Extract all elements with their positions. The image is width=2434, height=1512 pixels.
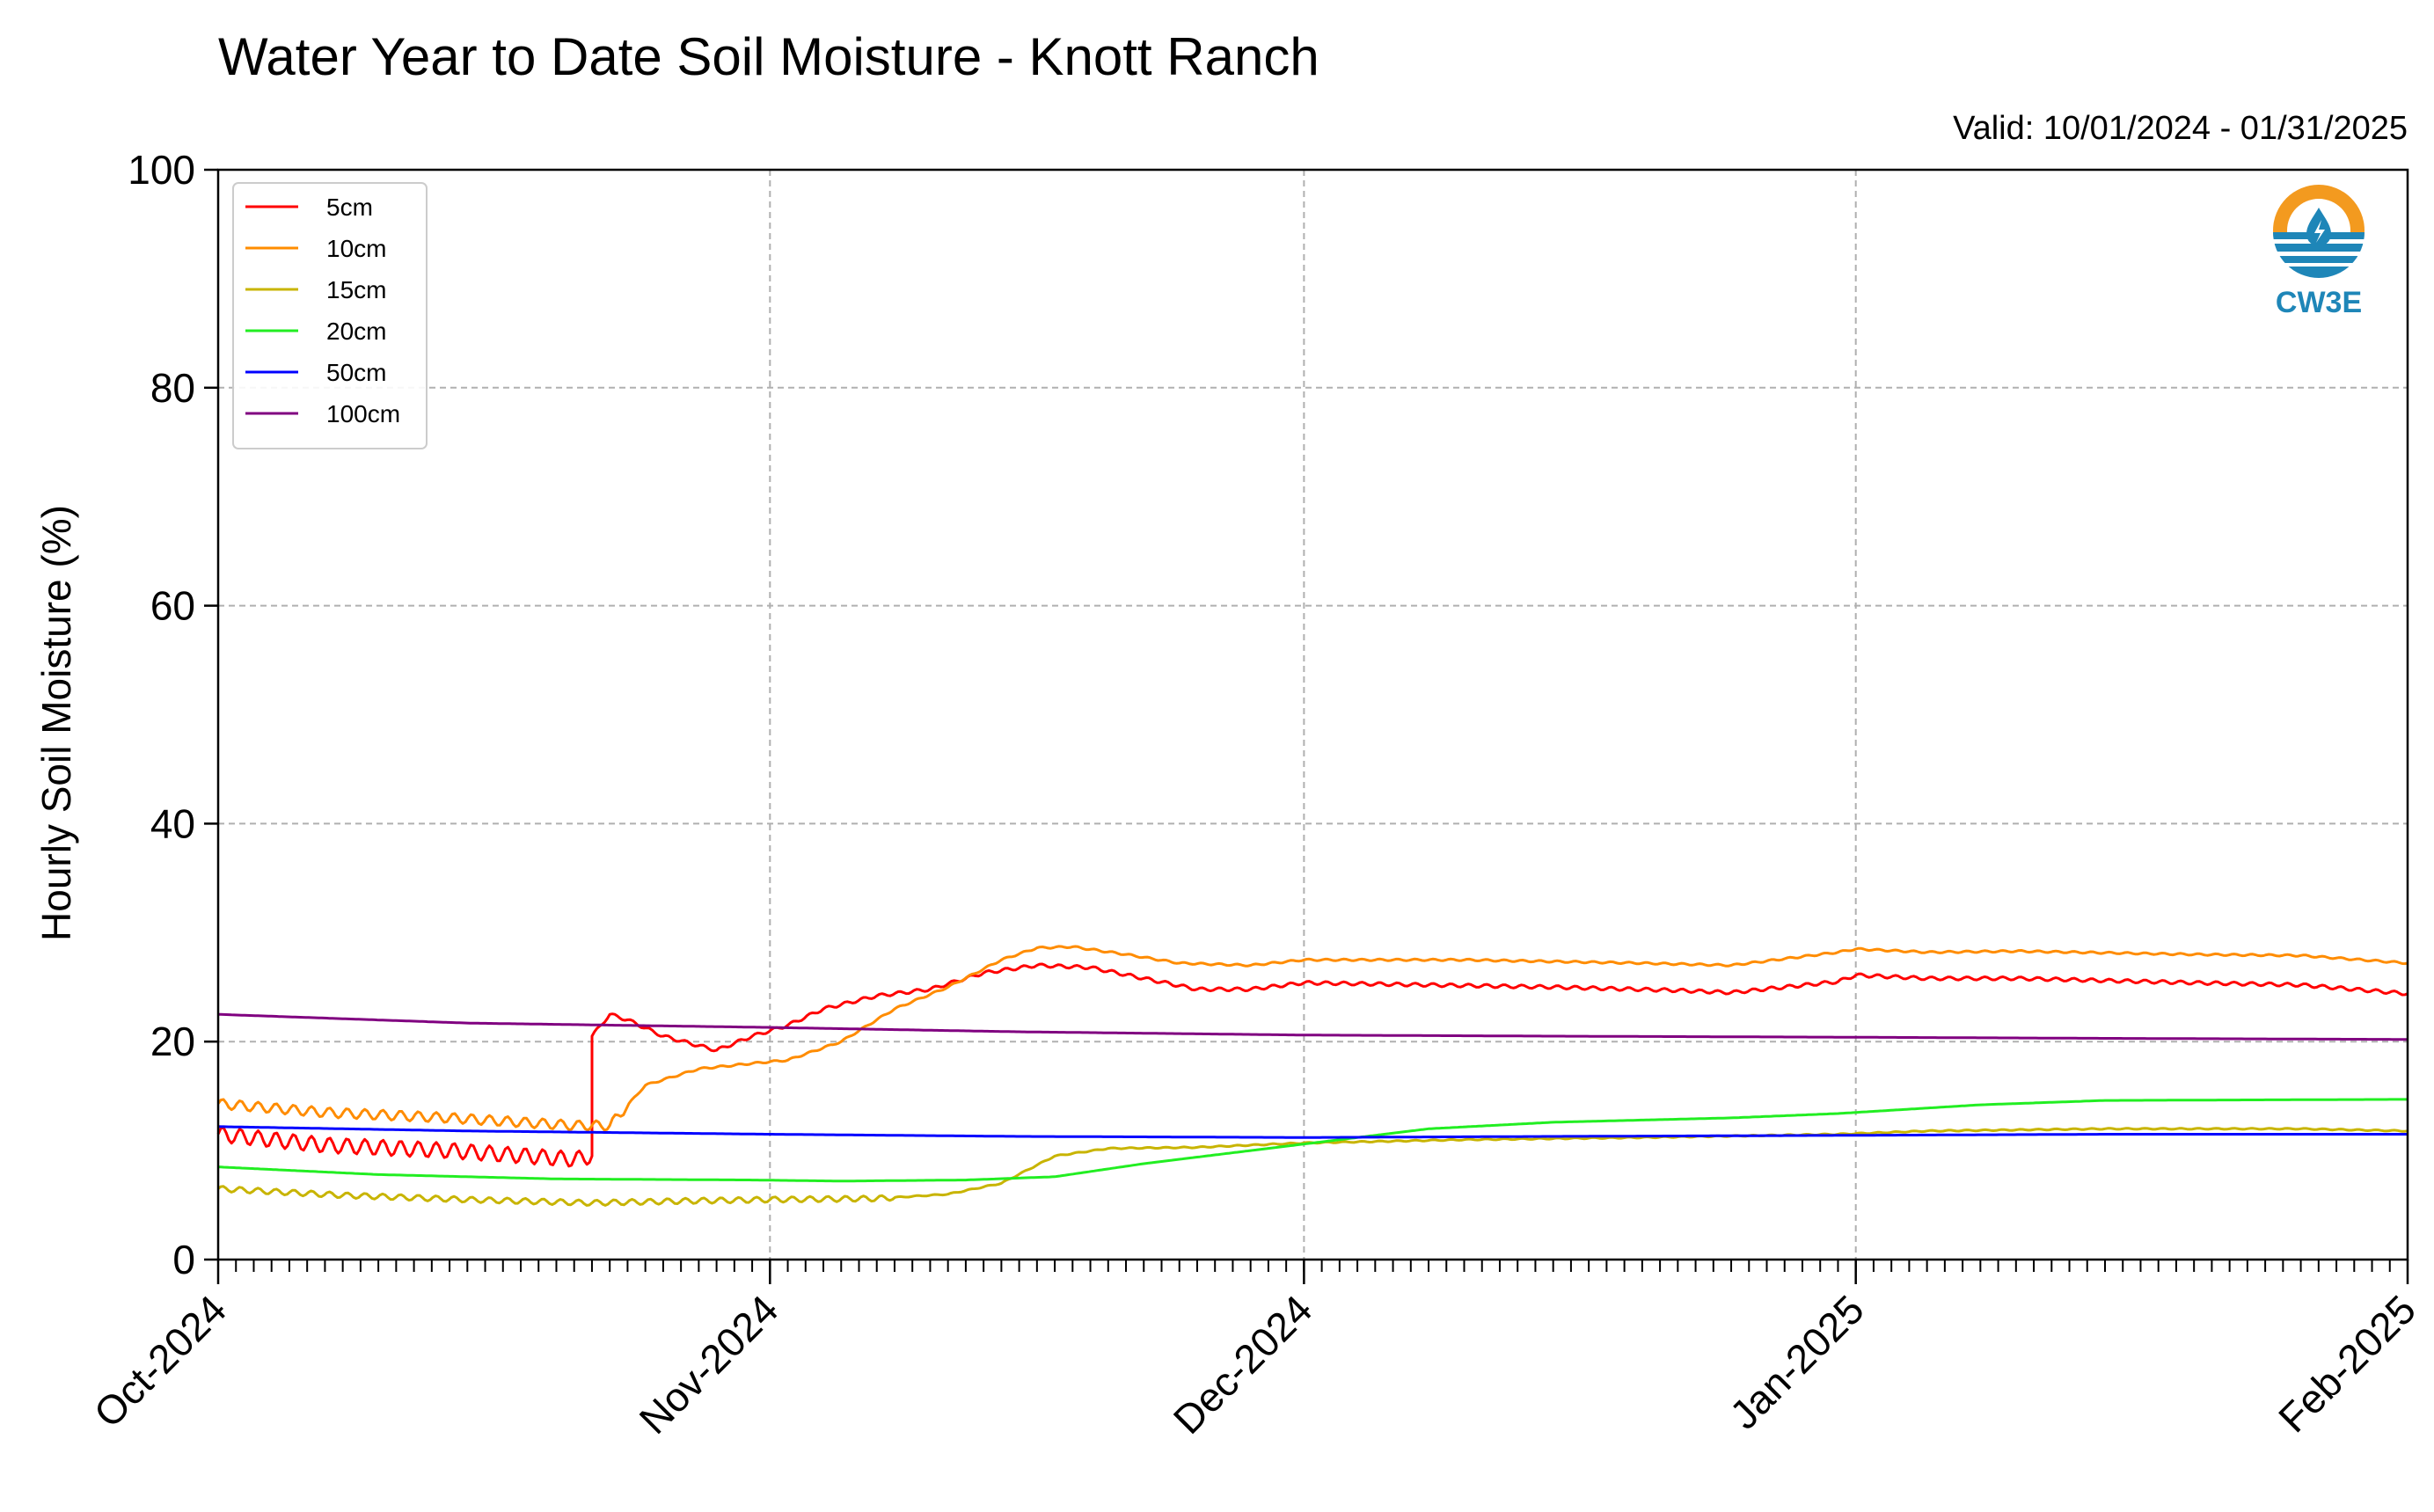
y-axis-label: Hourly Soil Moisture (%): [33, 505, 79, 941]
series-line-50cm: [217, 1125, 2408, 1139]
y-tick-label: 40: [150, 800, 195, 846]
y-tick-label: 100: [128, 147, 195, 193]
y-tick-label: 60: [150, 583, 195, 629]
x-tick-label: Oct-2024: [85, 1286, 236, 1436]
chart-subtitle: Valid: 10/01/2024 - 01/31/2025: [1953, 110, 2408, 147]
legend-label-15cm: 15cm: [326, 276, 386, 303]
chart-title: Water Year to Date Soil Moisture - Knott…: [218, 27, 1319, 86]
legend-label-5cm: 5cm: [326, 194, 373, 221]
logo-text: CW3E: [2276, 286, 2362, 319]
legend-label-100cm: 100cm: [326, 400, 400, 427]
x-tick-label: Nov-2024: [631, 1286, 787, 1443]
y-tick-label: 20: [150, 1019, 195, 1064]
series-line-5cm: [216, 962, 2408, 1168]
series-line-10cm: [216, 945, 2408, 1132]
plot-frame: [216, 168, 2409, 1261]
legend-label-10cm: 10cm: [326, 235, 386, 262]
grid-layer: [218, 170, 2408, 1260]
series-line-20cm: [217, 1098, 2408, 1183]
series-line-100cm: [217, 1012, 2408, 1041]
legend-label-20cm: 20cm: [326, 318, 386, 345]
x-tick-label: Dec-2024: [1165, 1286, 1321, 1443]
legend: 5cm 10cm 15cm 20cm 50cm 100cm: [232, 182, 428, 449]
series-layer: [216, 945, 2408, 1207]
series-line-15cm: [217, 1127, 2408, 1207]
cw3e-water-drop-logo-icon: [2273, 185, 2365, 278]
legend-label-50cm: 50cm: [326, 359, 386, 386]
x-tick-label: Jan-2025: [1721, 1286, 1872, 1437]
axes-layer: 0 20 40 60 80 100 Oct-2024 Nov-2024 Dec-2024 Jan-…: [85, 147, 2425, 1443]
cw3e-logo: CW3E: [2273, 185, 2365, 319]
y-tick-label: 0: [172, 1237, 195, 1282]
x-tick-label: Feb-2025: [2270, 1286, 2424, 1441]
y-tick-label: 80: [150, 365, 195, 411]
